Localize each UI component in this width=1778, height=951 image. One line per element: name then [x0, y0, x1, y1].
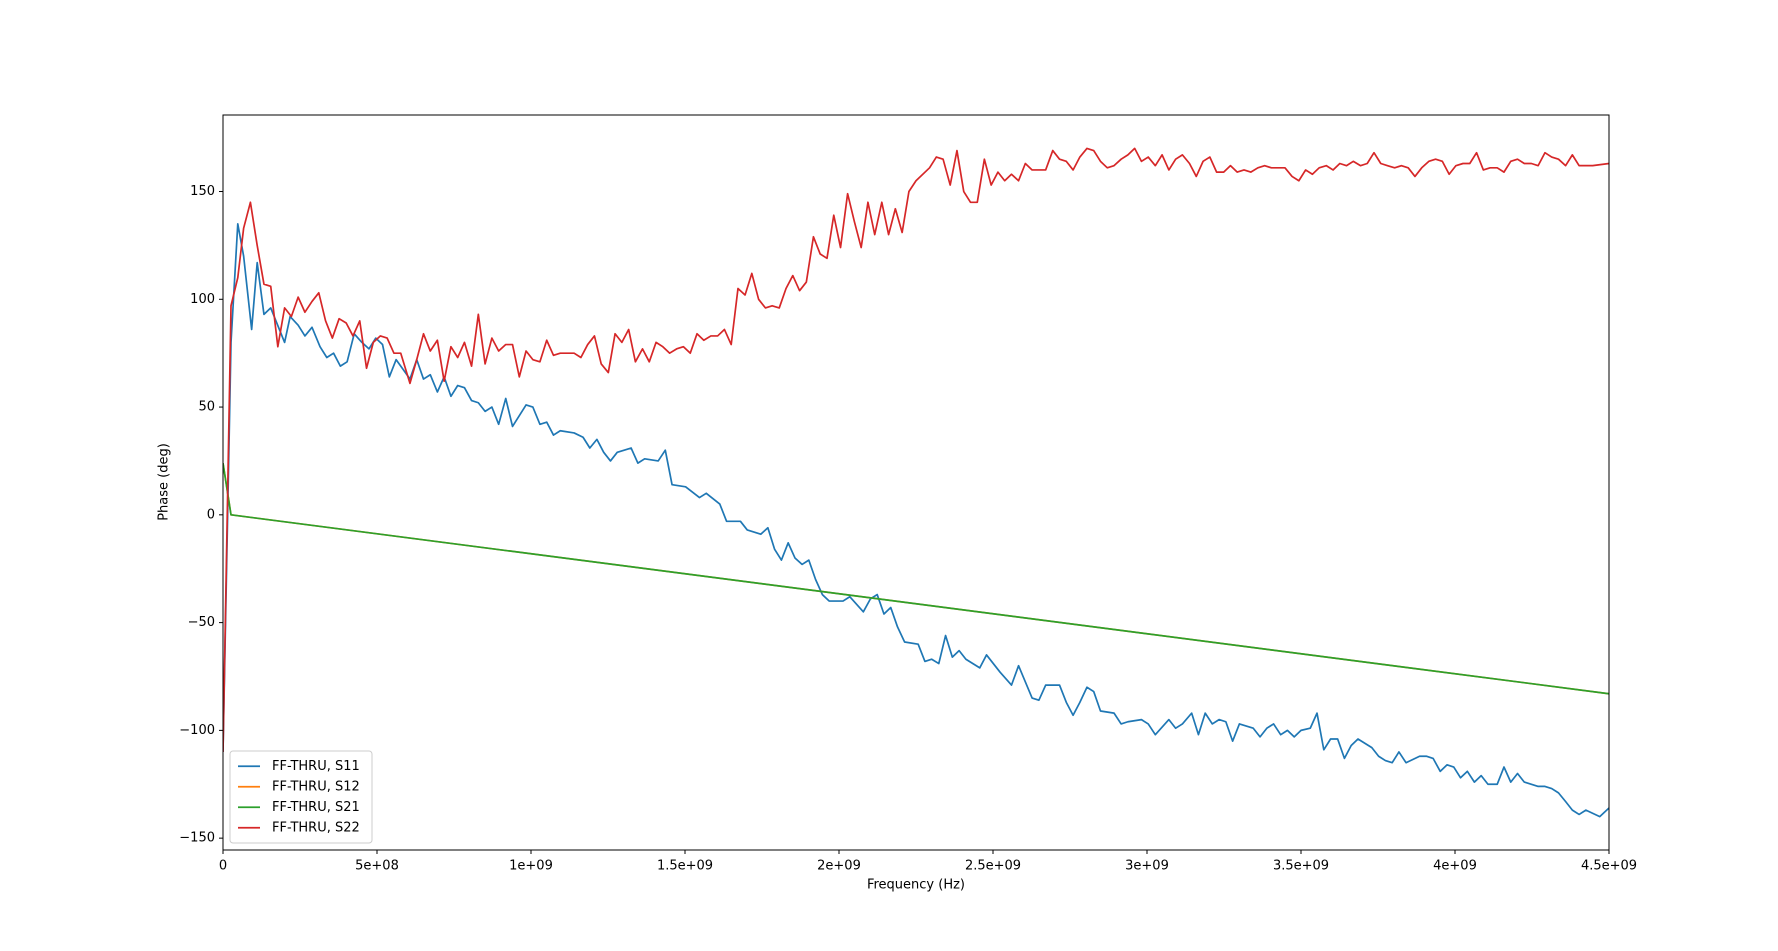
x-tick-label: 5e+08	[355, 859, 399, 874]
x-axis-label: Frequency (Hz)	[867, 878, 965, 893]
y-tick-label: −100	[179, 723, 215, 738]
y-tick-label: 150	[190, 184, 215, 199]
y-axis-label: Phase (deg)	[157, 443, 172, 521]
x-tick-label: 0	[219, 859, 227, 874]
series-line	[223, 462, 1609, 695]
y-tick-label: 50	[198, 400, 215, 415]
y-tick-label: −50	[188, 615, 215, 630]
x-tick-label: 3.5e+09	[1273, 859, 1329, 874]
x-tick-label: 3e+09	[1125, 859, 1169, 874]
x-tick-label: 2.5e+09	[965, 859, 1021, 874]
y-tick-label: 100	[190, 292, 215, 307]
legend-box	[229, 750, 373, 844]
legend-label: FF-THRU, S12	[272, 779, 360, 794]
x-tick-label: 4.5e+09	[1581, 859, 1637, 874]
legend-label: FF-THRU, S21	[272, 800, 360, 815]
plot-frame	[222, 114, 1610, 851]
y-tick-label: −150	[179, 831, 215, 846]
x-tick-label: 2e+09	[817, 859, 861, 874]
x-tick-label: 4e+09	[1433, 859, 1477, 874]
series-line	[223, 223, 1609, 818]
series-line	[223, 462, 1609, 695]
x-tick-label: 1e+09	[509, 859, 553, 874]
legend-label: FF-THRU, S22	[272, 820, 360, 835]
legend-label: FF-THRU, S11	[272, 759, 360, 774]
series-line	[223, 147, 1609, 752]
x-tick-label: 1.5e+09	[657, 859, 713, 874]
y-tick-label: 0	[207, 507, 215, 522]
